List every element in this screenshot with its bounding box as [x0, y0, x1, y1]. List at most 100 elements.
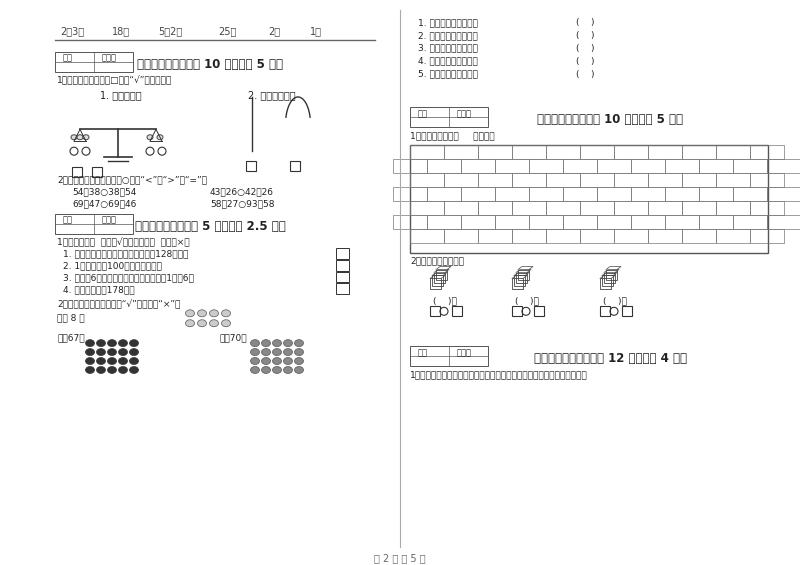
Bar [516, 272, 527, 284]
Bar [478, 229, 512, 243]
Bar [699, 187, 733, 201]
Text: 得分: 得分 [63, 216, 73, 225]
Bar [682, 201, 716, 215]
Text: 2. 哪根长一些？: 2. 哪根长一些？ [248, 90, 296, 101]
Text: 18分: 18分 [112, 26, 130, 36]
Bar [461, 187, 495, 201]
Bar [427, 215, 461, 229]
Bar [716, 173, 750, 187]
Bar [336, 259, 349, 271]
Bar [614, 229, 648, 243]
Text: 4. 爸爸的身高有178米。: 4. 爸爸的身高有178米。 [63, 285, 134, 294]
Ellipse shape [71, 135, 77, 140]
Ellipse shape [107, 340, 117, 346]
Bar [430, 306, 440, 316]
Text: 评卷人: 评卷人 [102, 54, 117, 63]
Text: 2．先计算，再比大小。在○填上“<”、“>”或“=”。: 2．先计算，再比大小。在○填上“<”、“>”或“=”。 [57, 175, 207, 184]
Bar [410, 145, 444, 159]
Text: (    ): ( ) [576, 69, 594, 79]
Text: 3. 画一杢6厘米长的线段，从尺子的刻度1画到6。: 3. 画一杢6厘米长的线段，从尺子的刻度1画到6。 [63, 273, 194, 282]
Bar [246, 161, 256, 171]
Text: 1．数一数，填块（     ）块砖。: 1．数一数，填块（ ）块砖。 [410, 131, 494, 140]
Ellipse shape [294, 340, 303, 346]
Bar [580, 145, 614, 159]
Bar [580, 201, 614, 215]
Bar [648, 173, 682, 187]
Ellipse shape [273, 367, 282, 373]
Bar [614, 201, 648, 215]
Bar [648, 145, 682, 159]
Bar [606, 270, 617, 280]
Text: 灰呖70只: 灰呖70只 [220, 333, 248, 342]
Ellipse shape [157, 135, 163, 140]
Ellipse shape [186, 320, 194, 327]
Text: 五、对与错（本题共 5 分，每题 2.5 分）: 五、对与错（本题共 5 分，每题 2.5 分） [134, 220, 286, 233]
Bar [55, 52, 133, 72]
Bar [614, 173, 648, 187]
Bar [393, 215, 427, 229]
Text: 2．数一数，比一比。: 2．数一数，比一比。 [410, 257, 464, 266]
Ellipse shape [273, 340, 282, 346]
Bar [432, 276, 443, 286]
Bar [336, 284, 349, 294]
Ellipse shape [130, 358, 138, 364]
Bar [529, 159, 563, 173]
Bar [461, 159, 495, 173]
Ellipse shape [198, 310, 206, 317]
Ellipse shape [97, 349, 106, 355]
Bar [290, 161, 300, 171]
Text: 58＋27○93－58: 58＋27○93－58 [210, 199, 274, 208]
Ellipse shape [262, 349, 270, 355]
Bar [648, 201, 682, 215]
Bar [518, 270, 529, 280]
Text: (    )个: ( )个 [515, 297, 539, 305]
Text: 评卷人: 评卷人 [102, 216, 117, 225]
Text: 白兔 8 只: 白兔 8 只 [57, 313, 85, 322]
Text: 2. 黑兔比灰兔少得多。: 2. 黑兔比灰兔少得多。 [418, 31, 478, 40]
Bar [699, 159, 733, 173]
Ellipse shape [107, 367, 117, 373]
Ellipse shape [262, 367, 270, 373]
Ellipse shape [262, 358, 270, 364]
Bar [410, 229, 444, 243]
Bar [92, 167, 102, 177]
Ellipse shape [130, 367, 138, 373]
Bar [529, 215, 563, 229]
Bar [410, 145, 768, 253]
Ellipse shape [86, 349, 94, 355]
Bar [461, 215, 495, 229]
Bar [495, 215, 529, 229]
Text: 得分: 得分 [418, 348, 428, 357]
Text: 得分: 得分 [418, 110, 428, 119]
Ellipse shape [86, 367, 94, 373]
Text: 1．画一画。（请你找出用右手能从左边推出右边的图形，用笔圈出来。）: 1．画一画。（请你找出用右手能从左边推出右边的图形，用笔圈出来。） [410, 370, 588, 379]
Bar [699, 215, 733, 229]
Text: 第 2 页 共 5 页: 第 2 页 共 5 页 [374, 553, 426, 563]
Bar [336, 272, 349, 282]
Text: 4. 灰兔比黑兔多一些。: 4. 灰兔比黑兔多一些。 [418, 56, 478, 66]
Bar [436, 270, 447, 280]
Bar [444, 145, 478, 159]
Bar [410, 107, 488, 127]
Ellipse shape [250, 349, 259, 355]
Bar [336, 247, 349, 259]
Bar [767, 215, 800, 229]
Bar [478, 201, 512, 215]
Ellipse shape [273, 349, 282, 355]
Bar [410, 201, 444, 215]
Bar [546, 173, 580, 187]
Bar [410, 346, 488, 366]
Ellipse shape [97, 367, 106, 373]
Ellipse shape [147, 135, 153, 140]
Bar [444, 229, 478, 243]
Bar [512, 306, 522, 316]
Bar [750, 145, 784, 159]
Bar [631, 159, 665, 173]
Ellipse shape [107, 349, 117, 355]
Ellipse shape [283, 349, 293, 355]
Ellipse shape [294, 367, 303, 373]
Bar [733, 187, 767, 201]
Text: 5. 黑兔与灰兔差不多。: 5. 黑兔与灰兔差不多。 [418, 69, 478, 79]
Bar [512, 173, 546, 187]
Ellipse shape [77, 135, 83, 140]
